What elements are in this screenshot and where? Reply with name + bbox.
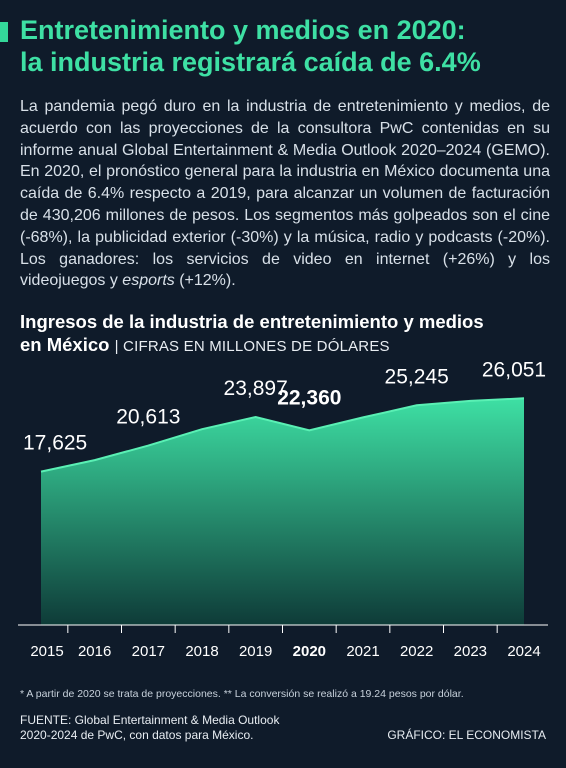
data-label-2017: 20,613 xyxy=(116,406,180,429)
x-tick-label-2015: 2015 xyxy=(30,643,63,660)
footnote: * A partir de 2020 se trata de proyeccio… xyxy=(20,688,464,700)
source-line-1: FUENTE: Global Entertainment & Media Out… xyxy=(20,713,280,727)
data-label-2022: 25,245 xyxy=(385,365,449,388)
title-accent-bar xyxy=(0,22,8,42)
chart-subtitle: | CIFRAS EN MILLONES DE DÓLARES xyxy=(114,338,390,355)
intro-paragraph: La pandemia pegó duro en la industria de… xyxy=(20,96,550,292)
data-label-2019: 23,897 xyxy=(224,377,288,400)
x-tick-label-2018: 2018 xyxy=(185,643,218,660)
x-axis-ticks xyxy=(67,625,498,633)
x-tick-label-2020: 2020 xyxy=(293,643,326,660)
data-label-2020: 22,360 xyxy=(277,386,341,409)
title-line-1: Entretenimiento y medios en 2020: xyxy=(20,15,466,45)
x-tick-label-2017: 2017 xyxy=(132,643,165,660)
area-fill xyxy=(41,398,524,625)
x-tick-label-2019: 2019 xyxy=(239,643,272,660)
intro-text: La pandemia pegó duro en la industria de… xyxy=(20,98,550,290)
page-title: Entretenimiento y medios en 2020: la ind… xyxy=(20,14,560,78)
source-note: FUENTE: Global Entertainment & Media Out… xyxy=(20,713,320,743)
x-tick-label-2024: 2024 xyxy=(507,643,540,660)
x-tick-label-2016: 2016 xyxy=(78,643,111,660)
x-tick-label-2022: 2022 xyxy=(400,643,433,660)
chart-title-line-2: en México xyxy=(20,334,110,355)
intro-italic-word: esports xyxy=(122,272,175,290)
graphic-credit: GRÁFICO: EL ECONOMISTA xyxy=(387,728,546,742)
source-line-2: 2020-2024 de PwC, con datos para México. xyxy=(20,728,254,742)
chart-title: Ingresos de la industria de entretenimie… xyxy=(20,310,560,358)
series-line xyxy=(40,397,525,473)
x-axis-labels: 2015 2016 2017 2018 2019 2020 2021 2022 2023 2024 xyxy=(30,643,540,660)
x-tick-label-2023: 2023 xyxy=(454,643,487,660)
data-label-2015: 17,625 xyxy=(23,432,87,455)
data-label-2024: 26,051 xyxy=(482,358,546,381)
x-tick-label-2021: 2021 xyxy=(346,643,379,660)
title-line-2: la industria registrará caída de 6.4% xyxy=(20,47,481,77)
intro-text-end: (+12%). xyxy=(174,272,236,290)
chart-title-line-1: Ingresos de la industria de entretenimie… xyxy=(20,311,484,332)
